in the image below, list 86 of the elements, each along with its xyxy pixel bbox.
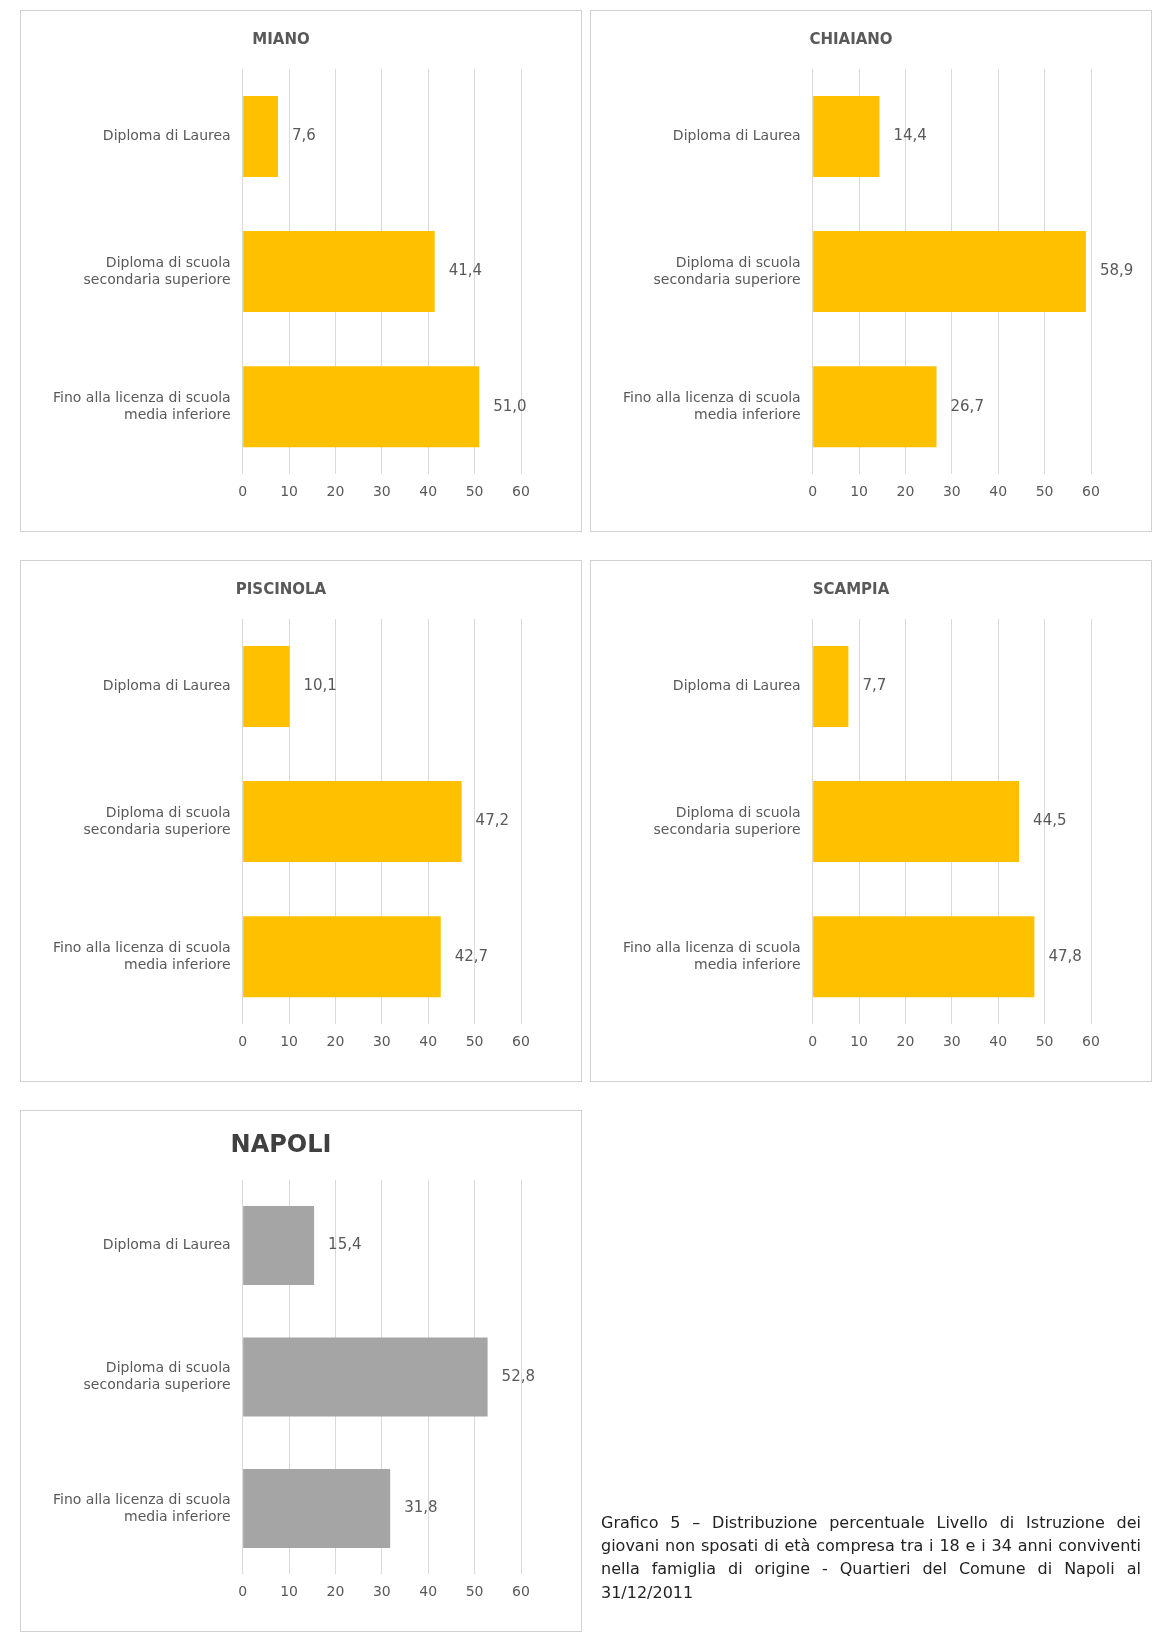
data-label: 10,1 bbox=[303, 676, 337, 695]
x-tick-label: 50 bbox=[1035, 1033, 1054, 1050]
bar bbox=[243, 366, 480, 448]
bar bbox=[243, 916, 441, 998]
x-tick-label: 50 bbox=[465, 1033, 484, 1050]
x-tick-label: 50 bbox=[465, 1583, 484, 1600]
y-tick-label: Diploma di scuola secondaria superiore bbox=[83, 803, 231, 837]
y-tick-label: Diploma di Laurea bbox=[672, 677, 801, 694]
data-label: 26,7 bbox=[950, 396, 984, 415]
x-tick-label: 40 bbox=[419, 483, 438, 500]
bar bbox=[243, 1206, 315, 1285]
x-tick-label: 30 bbox=[372, 483, 391, 500]
x-tick-label: 0 bbox=[238, 1033, 248, 1050]
y-tick-label: Diploma di Laurea bbox=[672, 127, 801, 144]
x-tick-label: 20 bbox=[326, 1033, 345, 1050]
x-tick-label: 20 bbox=[896, 483, 915, 500]
data-label: 14,4 bbox=[893, 126, 927, 145]
y-tick-label: Fino alla licenza di scuola media inferiore bbox=[52, 938, 231, 972]
x-tick-label: 20 bbox=[326, 1583, 345, 1600]
x-tick-label: 10 bbox=[280, 483, 298, 500]
x-tick-label: 0 bbox=[808, 483, 818, 500]
data-label: 41,4 bbox=[448, 261, 483, 280]
x-tick-label: 40 bbox=[419, 1033, 438, 1050]
y-tick-label: Diploma di Laurea bbox=[102, 1236, 231, 1253]
chart-title: SCAMPIA bbox=[812, 579, 890, 598]
data-label: 47,8 bbox=[1048, 946, 1082, 965]
bar bbox=[813, 231, 1086, 313]
bar bbox=[243, 1337, 488, 1417]
y-tick-label: Diploma di scuola secondaria superiore bbox=[83, 1359, 231, 1393]
x-tick-label: 50 bbox=[1035, 483, 1054, 500]
x-tick-label: 60 bbox=[512, 483, 530, 500]
y-tick-label: Diploma di scuola secondaria superiore bbox=[653, 803, 801, 837]
y-tick-label: Diploma di Laurea bbox=[102, 677, 231, 694]
x-tick-label: 20 bbox=[326, 483, 345, 500]
x-tick-label: 60 bbox=[512, 1033, 530, 1050]
data-label: 15,4 bbox=[328, 1235, 362, 1254]
y-tick-label: Fino alla licenza di scuola media inferiore bbox=[52, 1490, 231, 1524]
bar bbox=[243, 231, 435, 313]
y-tick-label: Diploma di scuola secondaria superiore bbox=[653, 253, 801, 287]
y-tick-label: Diploma di scuola secondaria superiore bbox=[83, 253, 231, 287]
x-tick-label: 30 bbox=[942, 1033, 961, 1050]
data-label: 31,8 bbox=[404, 1498, 438, 1517]
x-tick-label: 30 bbox=[372, 1033, 391, 1050]
x-tick-label: 30 bbox=[372, 1583, 391, 1600]
bar bbox=[813, 366, 937, 448]
bar bbox=[813, 96, 880, 178]
y-tick-label: Fino alla licenza di scuola media inferiore bbox=[622, 938, 801, 972]
x-tick-label: 0 bbox=[808, 1033, 818, 1050]
x-tick-label: 10 bbox=[280, 1583, 298, 1600]
x-tick-label: 0 bbox=[238, 483, 248, 500]
x-tick-label: 10 bbox=[280, 1033, 298, 1050]
chart-title: PISCINOLA bbox=[235, 579, 327, 598]
data-label: 42,7 bbox=[454, 946, 489, 965]
bar bbox=[813, 781, 1020, 863]
x-tick-label: 10 bbox=[850, 483, 868, 500]
x-tick-label: 60 bbox=[1082, 1033, 1100, 1050]
x-tick-label: 20 bbox=[896, 1033, 915, 1050]
x-tick-label: 10 bbox=[850, 1033, 868, 1050]
chart-title: CHIAIANO bbox=[809, 29, 893, 48]
x-tick-label: 50 bbox=[465, 483, 484, 500]
data-label: 52,8 bbox=[501, 1366, 536, 1385]
data-label: 58,9 bbox=[1099, 261, 1134, 280]
data-label: 44,5 bbox=[1033, 811, 1067, 830]
y-tick-label: Fino alla licenza di scuola media inferiore bbox=[622, 388, 801, 422]
bar bbox=[243, 96, 278, 178]
x-tick-label: 0 bbox=[238, 1583, 248, 1600]
bar bbox=[813, 916, 1035, 998]
y-tick-label: Fino alla licenza di scuola media inferiore bbox=[52, 388, 231, 422]
bar bbox=[813, 646, 849, 728]
y-tick-label: Diploma di Laurea bbox=[102, 127, 231, 144]
data-label: 7,7 bbox=[862, 676, 887, 695]
x-tick-label: 30 bbox=[942, 483, 961, 500]
bar bbox=[243, 781, 462, 863]
chart-title: NAPOLI bbox=[230, 1129, 332, 1158]
data-label: 47,2 bbox=[475, 811, 510, 830]
x-tick-label: 40 bbox=[419, 1583, 438, 1600]
x-tick-label: 40 bbox=[989, 483, 1008, 500]
x-tick-label: 60 bbox=[1082, 483, 1100, 500]
bar bbox=[243, 1469, 391, 1548]
x-tick-label: 60 bbox=[512, 1583, 530, 1600]
bar bbox=[243, 646, 290, 728]
data-label: 51,0 bbox=[493, 396, 527, 415]
text: Grafico 5 – Distribuzione percentuale Livello di Istruzione dei giovani non sposati di età compresa tra i 18 e i 34 anni conviventi nella famiglia di origine - Quartieri del Comune di Napoli al 31/12/2011 bbox=[601, 1512, 1141, 1604]
x-tick-label: 40 bbox=[989, 1033, 1008, 1050]
data-label: 7,6 bbox=[291, 126, 316, 145]
chart-title: MIANO bbox=[252, 29, 310, 48]
